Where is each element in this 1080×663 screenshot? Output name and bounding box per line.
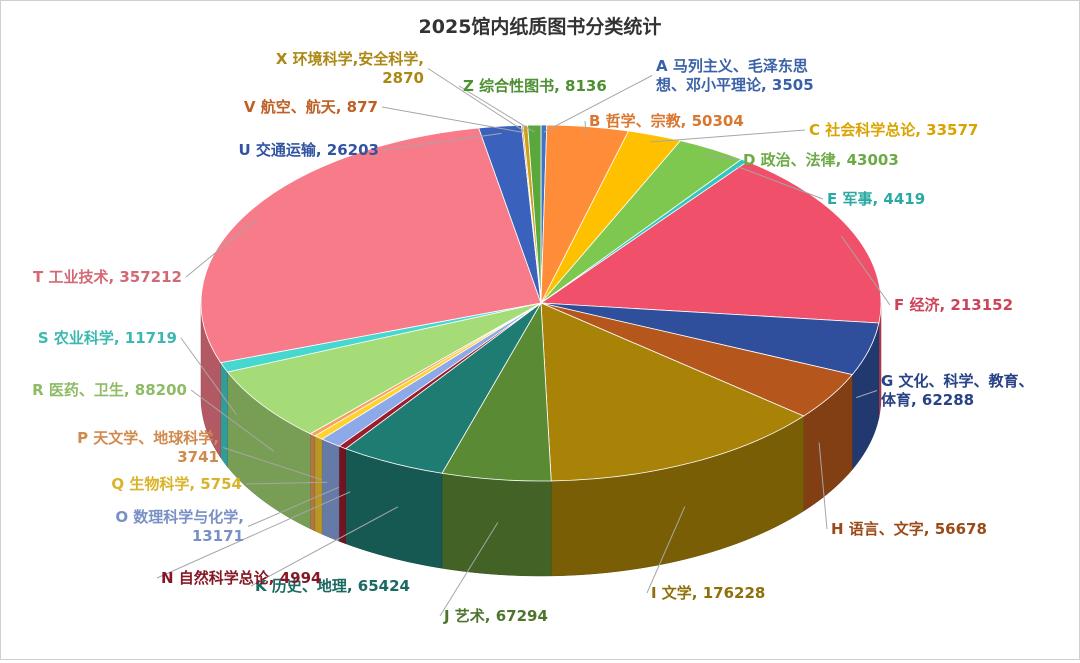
data-label-q-line: Q 生物科学, 5754 (111, 475, 242, 493)
leader-line-z (458, 85, 535, 133)
leader-line-j (439, 522, 499, 617)
data-label-g: G 文化、科学、教育、体育, 62288 (881, 372, 1034, 409)
slice-r (226, 302, 542, 435)
data-label-k: K 历史、地理, 65424 (255, 577, 410, 595)
leader-line-v (381, 106, 523, 133)
leader-line-g (856, 390, 878, 399)
data-label-p-line: P 天文学、地球科学, (77, 429, 219, 447)
leader-line-k (250, 506, 399, 587)
data-label-t: T 工业技术, 357212 (33, 268, 182, 286)
data-label-g-line: 体育, 62288 (881, 391, 974, 409)
data-label-e-line: E 军事, 4419 (827, 190, 925, 208)
data-label-u-line: U 交通运输, 26203 (238, 141, 379, 159)
data-label-b-line: B 哲学、宗教, 50304 (589, 112, 744, 130)
data-label-x: X 环境科学,安全科学,2870 (276, 50, 424, 87)
leader-line-b (584, 120, 587, 134)
data-label-q: Q 生物科学, 5754 (111, 475, 242, 493)
data-label-o-line: 13171 (192, 527, 244, 545)
data-label-f: F 经济, 213152 (894, 296, 1013, 314)
leader-line-u (382, 132, 502, 151)
slice-z (527, 124, 542, 304)
data-label-v-line: V 航空、航天, 877 (244, 98, 378, 116)
leader-line-p (222, 447, 322, 481)
data-label-c: C 社会科学总论, 33577 (809, 121, 978, 139)
leader-line-o (247, 486, 339, 527)
leader-line-x (427, 68, 527, 133)
leader-line-i (646, 506, 686, 594)
slice-t (200, 127, 542, 364)
data-label-r-line: R 医药、卫生, 88200 (32, 381, 187, 399)
leader-line-a (543, 75, 653, 133)
data-label-p: P 天文学、地球科学,3741 (77, 429, 219, 466)
data-label-u: U 交通运输, 26203 (238, 141, 379, 159)
leader-line-q (245, 481, 328, 485)
data-label-x-line: 2870 (382, 69, 424, 87)
side-wall-o (321, 438, 340, 542)
slice-f (539, 161, 882, 324)
leader-line-c (650, 129, 806, 143)
data-label-n: N 自然科学总论, 4994 (161, 569, 321, 587)
data-label-s-line: S 农业科学, 11719 (38, 329, 177, 347)
data-label-c-line: C 社会科学总论, 33577 (809, 121, 978, 139)
data-label-i-line: I 文学, 176228 (651, 584, 765, 602)
data-label-z-line: Z 综合性图书, 8136 (463, 77, 607, 95)
leader-line-h (818, 442, 828, 530)
leader-line-t (185, 217, 259, 278)
leader-lines (156, 68, 891, 617)
data-label-r: R 医药、卫生, 88200 (32, 381, 187, 399)
data-label-h-line: H 语言、文字, 56678 (831, 520, 987, 538)
side-wall-q (314, 435, 323, 535)
data-label-e: E 军事, 4419 (827, 190, 925, 208)
data-label-v: V 航空、航天, 877 (244, 98, 378, 116)
data-label-h: H 语言、文字, 56678 (831, 520, 987, 538)
leader-line-f (840, 235, 891, 306)
data-label-z: Z 综合性图书, 8136 (463, 77, 607, 95)
data-label-n-line: N 自然科学总论, 4994 (161, 569, 321, 587)
chart-title: 2025馆内纸质图书分类统计 (419, 15, 662, 38)
data-label-d-line: D 政治、法律, 43003 (743, 151, 899, 169)
leader-line-s (180, 337, 238, 416)
data-label-j: J 艺术, 67294 (443, 607, 548, 625)
data-label-o: O 数理科学与化学,13171 (115, 508, 244, 545)
data-label-f-line: F 经济, 213152 (894, 296, 1013, 314)
pie-tops (200, 124, 882, 482)
data-label-s: S 农业科学, 11719 (38, 329, 177, 347)
leader-line-n (156, 491, 351, 579)
data-label-k-line: K 历史、地理, 65424 (255, 577, 410, 595)
slice-i (540, 302, 805, 482)
leader-line-d (705, 154, 740, 161)
data-label-d: D 政治、法律, 43003 (743, 151, 899, 169)
data-label-j-line: J 艺术, 67294 (443, 607, 548, 625)
data-label-o-line: O 数理科学与化学, (115, 508, 244, 526)
data-label-g-line: G 文化、科学、教育、 (881, 372, 1034, 390)
data-label-a-line: 想、邓小平理论, 3505 (655, 76, 814, 94)
data-label-p-line: 3741 (177, 448, 219, 466)
data-label-a-line: A 马列主义、毛泽东思 (656, 57, 808, 75)
data-label-x-line: X 环境科学,安全科学, (276, 50, 424, 68)
leader-line-r (190, 389, 275, 452)
data-label-b: B 哲学、宗教, 50304 (589, 112, 744, 130)
data-label-i: I 文学, 176228 (651, 584, 765, 602)
data-label-t-line: T 工业技术, 357212 (33, 268, 182, 286)
leader-line-e (736, 165, 824, 200)
